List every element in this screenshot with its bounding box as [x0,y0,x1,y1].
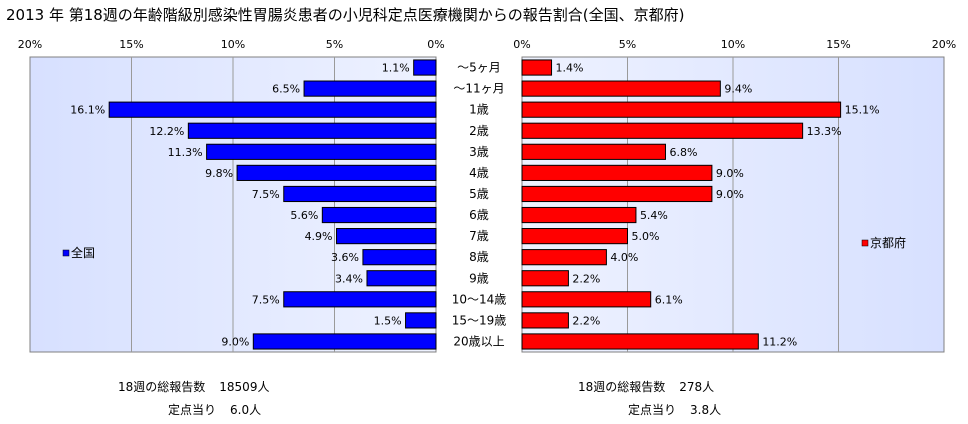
national-data-label: 16.1% [70,104,105,117]
national-bar [236,164,437,181]
right-axis-tick-label: 20% [932,38,956,51]
left-axis-tick-label: 5% [326,38,343,51]
kyoto-data-label: 9.0% [716,167,744,180]
kyoto-data-label: 4.0% [610,251,638,264]
national-data-label: 1.1% [382,62,410,75]
kyoto-data-label: 13.3% [807,125,842,138]
national-data-label: 12.2% [149,125,184,138]
category-label: 15～19歳 [452,313,507,327]
kyoto-total-label: 18週の総報告数 [578,380,666,394]
category-label: 9歳 [469,271,489,285]
national-bar [321,206,437,224]
kyoto-bar [521,312,569,329]
kyoto-per-site-value: 3.8人 [690,403,722,417]
kyoto-per-site-label: 定点当り [628,403,677,417]
left-axis-tick-label: 0% [427,38,444,51]
national-data-label: 7.5% [252,188,280,201]
national-data-label: 3.4% [335,272,363,285]
national-data-label: 9.0% [221,335,249,348]
kyoto-data-label: 6.8% [669,146,697,159]
kyoto-bar [521,291,652,308]
category-label: ～11ヶ月 [453,82,504,96]
kyoto-legend-label: 京都府 [870,235,906,250]
national-data-label: 11.3% [168,146,203,159]
right-axis-tick-label: 10% [721,38,745,51]
kyoto-data-label: 5.4% [640,209,668,222]
kyoto-per-site-row: 定点当り 3.8人 [628,401,721,418]
kyoto-data-label: 9.0% [716,188,744,201]
kyoto-bar [521,270,569,287]
category-label: 7歳 [469,229,489,243]
kyoto-legend-swatch [861,239,869,247]
kyoto-data-label: 11.2% [762,335,797,348]
category-label: ～5ヶ月 [457,61,501,75]
category-label: 5歳 [469,187,489,201]
national-legend-label: 全国 [71,245,95,260]
national-total-value: 18509人 [219,380,270,394]
kyoto-bar [521,143,666,160]
category-label: 3歳 [469,145,489,159]
national-data-label: 4.9% [305,230,333,243]
category-label: 1歳 [469,103,489,117]
chart-title: 2013 年 第18週の年齢階級別感染性胃腸炎患者の小児科定点医療機関からの報告… [6,6,685,24]
left-axis-tick-label: 15% [119,38,143,51]
kyoto-bar [521,101,842,118]
national-data-label: 7.5% [252,293,280,306]
kyoto-data-label: 1.4% [556,62,584,75]
national-bar [303,80,437,97]
national-total-label: 18週の総報告数 [118,380,206,394]
national-data-label: 5.6% [290,209,318,222]
national-bar [187,122,437,139]
kyoto-bar [521,206,637,224]
national-bar [283,185,437,203]
kyoto-data-label: 2.2% [572,314,600,327]
national-per-site-label: 定点当り [168,403,217,417]
left-axis-tick-label: 20% [18,38,42,51]
right-axis-tick-label: 15% [826,38,850,51]
national-bar [413,59,437,76]
kyoto-bar [521,164,713,181]
kyoto-data-label: 15.1% [845,104,880,117]
kyoto-data-label: 5.0% [632,230,660,243]
kyoto-bar [521,122,804,139]
national-bar [336,228,437,245]
national-data-label: 6.5% [272,83,300,96]
right-axis-tick-label: 5% [619,38,636,51]
kyoto-bar [521,80,721,97]
kyoto-data-label: 9.4% [724,83,752,96]
category-label: 4歳 [469,166,489,180]
left-axis-tick-label: 10% [221,38,245,51]
national-bar [283,291,437,308]
category-label: 6歳 [469,208,489,222]
national-bar [405,312,437,329]
category-label: 2歳 [469,124,489,138]
national-data-label: 1.5% [374,314,402,327]
national-bar [366,270,437,287]
national-bar [206,143,437,160]
national-bar [362,249,437,266]
national-bar [108,101,437,118]
kyoto-total-value: 278人 [679,380,715,394]
national-per-site-row: 定点当り 6.0人 [168,401,261,418]
kyoto-bar [521,59,553,76]
kyoto-total-row: 18週の総報告数 278人 [578,378,714,395]
national-data-label: 9.8% [205,167,233,180]
category-label: 10～14歳 [452,292,507,306]
kyoto-bar [521,249,607,266]
kyoto-data-label: 2.2% [572,272,600,285]
national-total-row: 18週の総報告数 18509人 [118,378,269,395]
category-label: 20歳以上 [453,334,504,348]
national-data-label: 3.6% [331,251,359,264]
national-bar [252,333,437,350]
kyoto-bar [521,228,628,245]
national-per-site-value: 6.0人 [230,403,262,417]
kyoto-data-label: 6.1% [655,293,683,306]
kyoto-bar [521,333,759,350]
category-label: 8歳 [469,250,489,264]
kyoto-bar [521,185,713,203]
right-axis-tick-label: 0% [513,38,530,51]
national-legend-swatch [62,249,70,257]
